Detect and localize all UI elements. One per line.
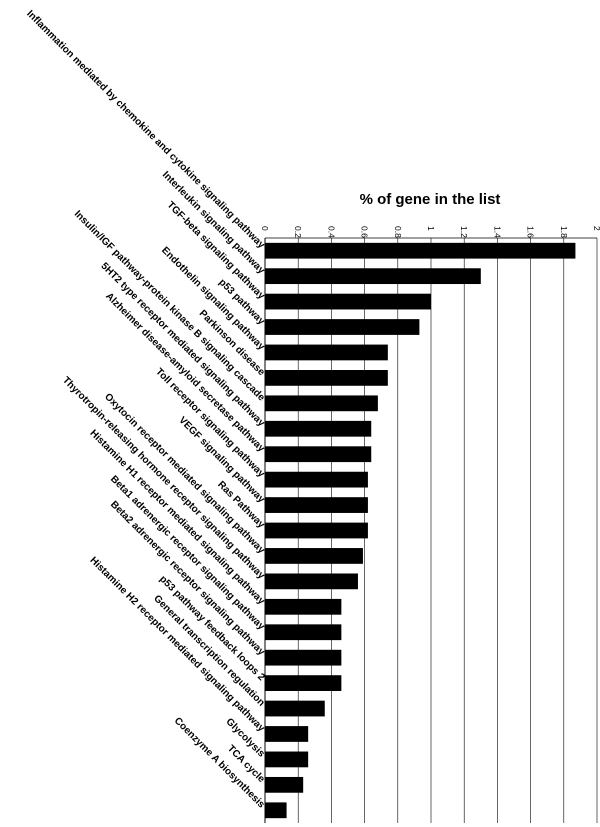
x-tick-label: 0.6 — [360, 226, 370, 238]
bar — [265, 293, 431, 310]
bar — [265, 497, 368, 513]
bar — [265, 598, 342, 615]
x-tick-label: 2 — [592, 226, 600, 231]
x-tick-label: 1.2 — [459, 226, 469, 238]
bar — [265, 242, 576, 259]
x-tick-label: 0.4 — [326, 226, 336, 238]
bars — [265, 242, 576, 819]
bar — [265, 649, 342, 666]
bar — [265, 268, 481, 285]
gridlines — [297, 238, 598, 823]
bar — [265, 420, 372, 437]
category-labels: Inflammation mediated by chemokine and c… — [24, 8, 267, 810]
bar — [265, 776, 304, 793]
bar — [265, 700, 325, 717]
chart-title: % of gene in the list — [360, 191, 501, 208]
bar — [265, 395, 378, 412]
bar — [265, 319, 420, 335]
x-tick-label: 0 — [260, 226, 270, 231]
bar — [265, 751, 309, 768]
bar — [265, 802, 287, 819]
bar — [265, 675, 342, 691]
x-axis-ticks: 0 0.2 0.4 0.6 0.8 1 1.2 1.4 1.6 1.8 2 — [260, 226, 600, 238]
x-tick-label: 1.8 — [559, 226, 569, 238]
bar — [265, 624, 342, 641]
x-tick-label: 0.8 — [393, 226, 403, 238]
x-tick-label: 1 — [426, 226, 436, 231]
bar — [265, 471, 368, 488]
category-label: TGF-beta signaling pathway — [165, 200, 267, 302]
bar — [265, 522, 368, 539]
bar — [265, 344, 388, 361]
bar — [265, 548, 363, 564]
x-tick-label: 1.4 — [492, 226, 502, 238]
bar — [265, 370, 388, 386]
bar — [265, 573, 358, 590]
bar — [265, 726, 309, 742]
category-label: Inflammation mediated by chemokine and c… — [24, 8, 267, 251]
x-tick-label: 1.6 — [526, 226, 536, 238]
bar — [265, 446, 372, 463]
x-tick-label: 0.2 — [293, 226, 303, 238]
